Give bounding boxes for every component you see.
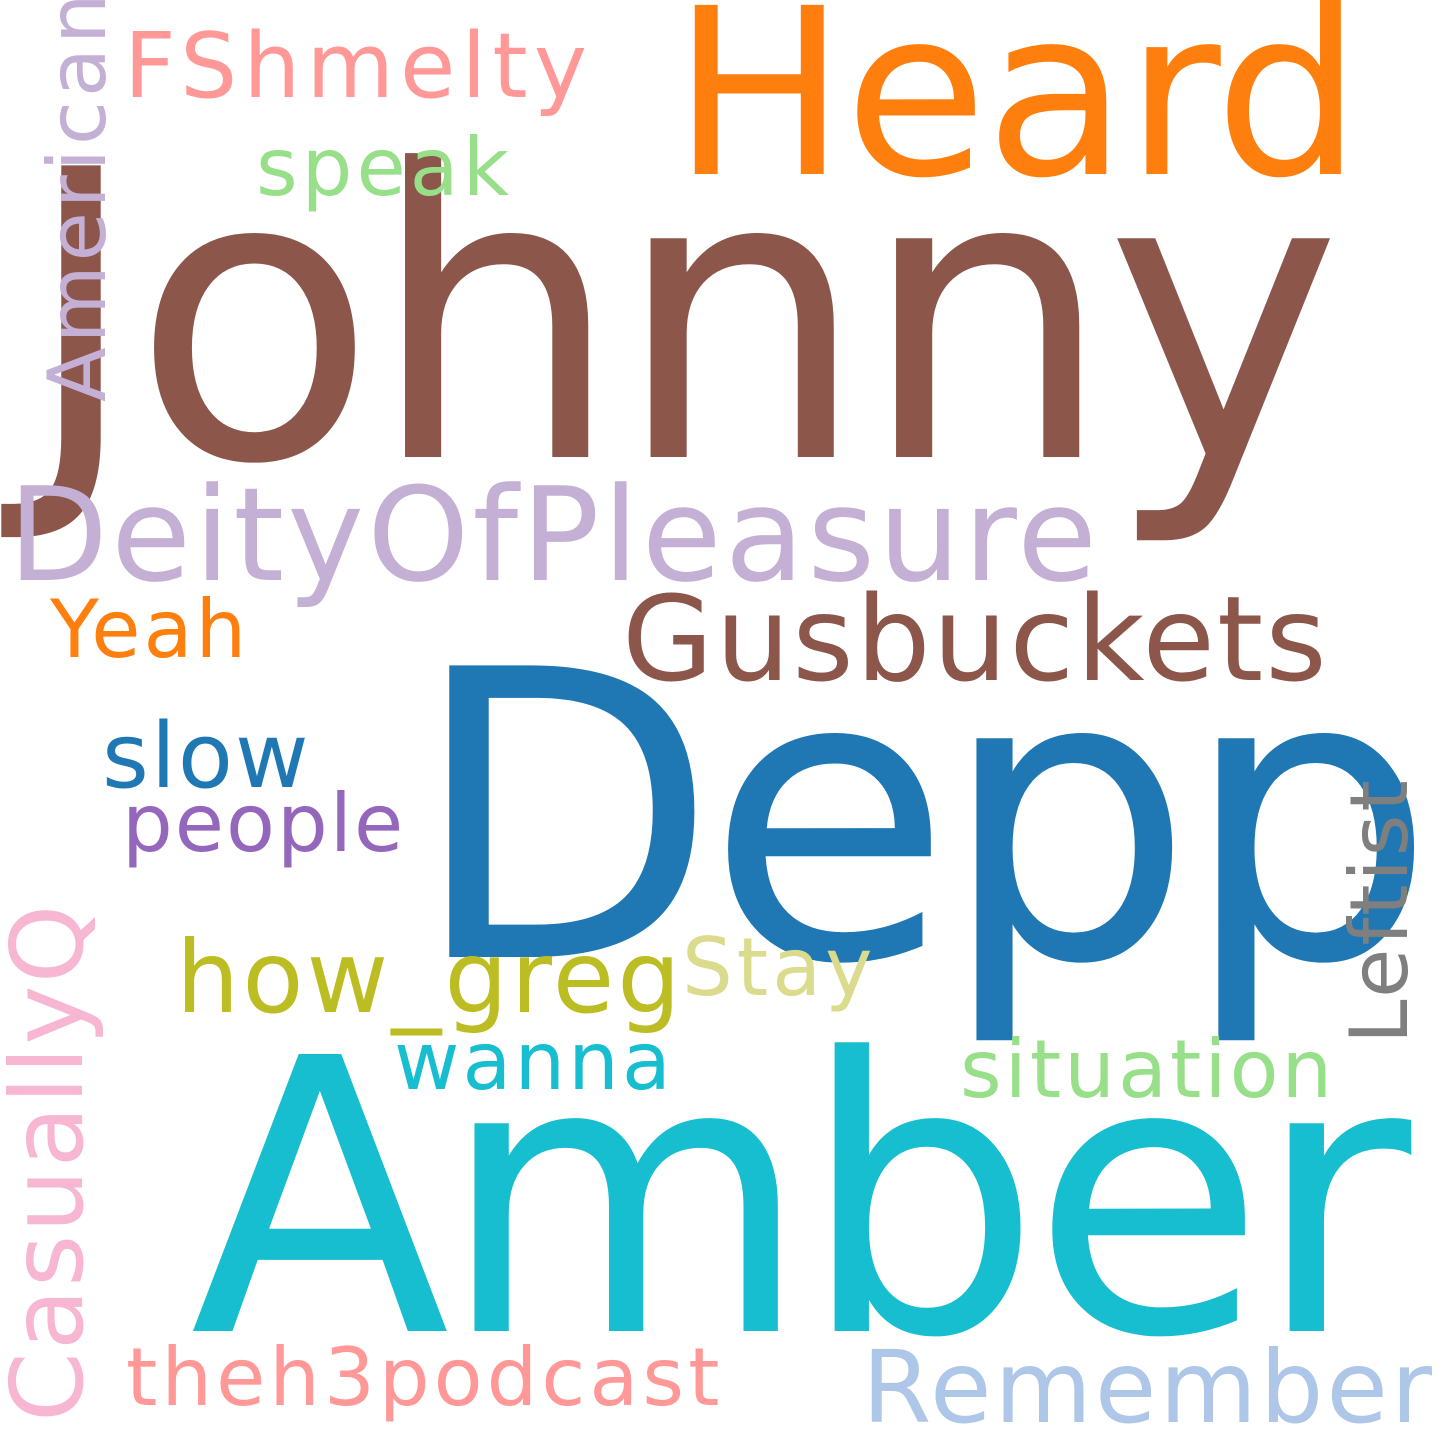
word-amber: Amber	[190, 978, 1411, 1421]
word-heard: Heard	[672, 0, 1362, 229]
word-stay: Stay	[682, 921, 877, 1014]
word-situation: situation	[960, 1023, 1336, 1116]
word-johnny: Johnny	[22, 87, 1342, 552]
word-fshmelty: FShmelty	[124, 14, 593, 119]
word-theh3podcast: theh3podcast	[126, 1331, 724, 1424]
word-casuallyq: CasuallyQ	[0, 902, 106, 1422]
word-remember: Remember	[862, 1329, 1435, 1440]
word-deityofpleasure: DeityOfPleasure	[8, 459, 1101, 611]
word-depp: Depp	[410, 587, 1436, 1052]
word-american: American	[31, 0, 124, 402]
word-yeah: Yeah	[50, 583, 250, 676]
word-speak: speak	[256, 121, 514, 214]
word-gusbuckets: Gusbuckets	[622, 570, 1329, 708]
word-wanna: wanna	[394, 1015, 674, 1108]
word-people: people	[122, 777, 406, 870]
word-slow: slow	[102, 704, 311, 809]
word-how-greg: how_greg	[176, 919, 684, 1036]
